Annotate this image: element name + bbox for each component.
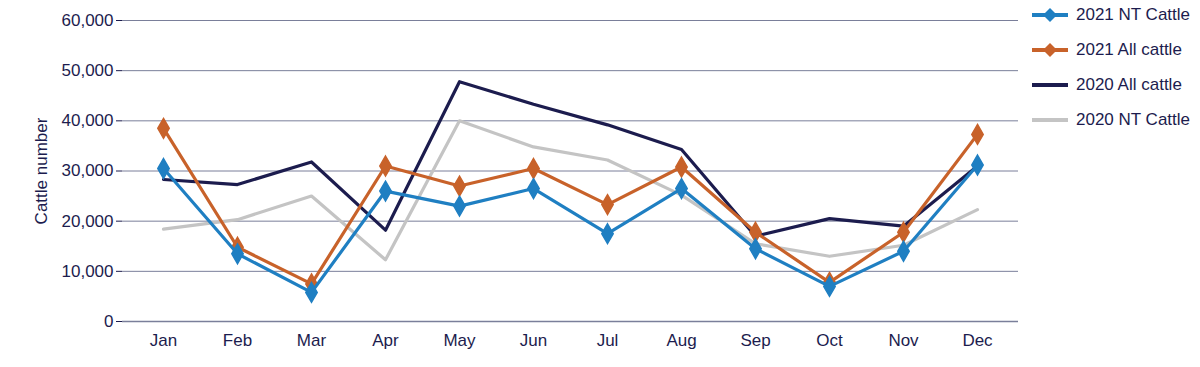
svg-text:30,000: 30,000 <box>62 161 114 180</box>
svg-text:Oct: Oct <box>816 331 843 350</box>
svg-text:Apr: Apr <box>372 331 399 350</box>
svg-text:Nov: Nov <box>888 331 919 350</box>
svg-text:May: May <box>443 331 476 350</box>
svg-text:10,000: 10,000 <box>62 262 114 281</box>
html-text:2021 NT Cattle: 2021 NT Cattle <box>1076 5 1190 24</box>
svg-text:Aug: Aug <box>666 331 696 350</box>
svg-text:Sep: Sep <box>740 331 770 350</box>
svg-text:Mar: Mar <box>297 331 327 350</box>
svg-text:20,000: 20,000 <box>62 212 114 231</box>
svg-text:50,000: 50,000 <box>62 61 114 80</box>
svg-text:Cattle number: Cattle number <box>32 117 51 224</box>
html-text:2021 All cattle: 2021 All cattle <box>1076 40 1182 59</box>
svg-text:40,000: 40,000 <box>62 111 114 130</box>
html-text:2020 NT Cattle: 2020 NT Cattle <box>1076 110 1190 129</box>
svg-text:60,000: 60,000 <box>62 11 114 30</box>
svg-text:Feb: Feb <box>223 331 252 350</box>
html-text:2020 All cattle: 2020 All cattle <box>1076 75 1182 94</box>
svg-text:Jan: Jan <box>150 331 177 350</box>
svg-text:Jul: Jul <box>597 331 619 350</box>
svg-text:Dec: Dec <box>962 331 993 350</box>
svg-text:0: 0 <box>104 312 113 331</box>
svg-text:Jun: Jun <box>520 331 547 350</box>
